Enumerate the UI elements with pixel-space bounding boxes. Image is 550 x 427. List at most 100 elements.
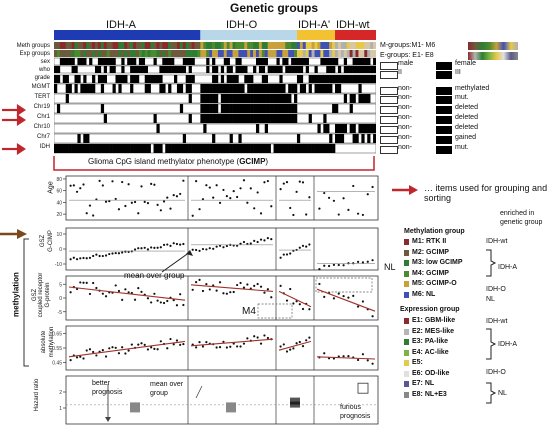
heatmap-cell — [179, 84, 184, 93]
exp-group-cell — [235, 50, 239, 57]
meth-group-cell — [373, 42, 376, 49]
heatmap-cell — [311, 75, 315, 83]
heatmap-cell — [147, 84, 151, 93]
ytick-label: 0.45 — [52, 361, 62, 367]
data-point — [292, 213, 295, 217]
heatmap-cell — [355, 58, 359, 65]
heatmap-cell — [138, 144, 143, 153]
heatmap-cell — [232, 104, 236, 113]
heatmap-cell — [188, 58, 192, 65]
data-point — [356, 260, 360, 263]
meth-group-cell — [106, 42, 110, 49]
heatmap-cell — [194, 144, 198, 153]
heatmap-cell — [352, 75, 356, 83]
data-point — [166, 347, 169, 350]
data-point — [289, 287, 292, 291]
data-point — [98, 179, 101, 182]
data-point — [347, 208, 350, 212]
heatmap-cell — [147, 144, 151, 153]
group-entry: E5: — [412, 359, 423, 366]
exp-group-cell — [285, 50, 289, 57]
data-point — [218, 346, 222, 349]
heatmap-cell — [247, 84, 251, 93]
trend-line — [278, 340, 312, 351]
exp-group-cell — [185, 50, 189, 57]
heatmap-cell — [212, 114, 216, 123]
heatmap-cell — [255, 94, 260, 103]
exp-group-cell — [364, 50, 368, 57]
legend-swatch-white — [380, 116, 398, 124]
heatmap-cell — [343, 75, 348, 83]
meth-group-cell — [150, 42, 154, 49]
ytick-label: 1 — [59, 406, 62, 412]
exp-group-cell — [59, 50, 64, 57]
heatmap-cell — [361, 75, 365, 83]
heatmap-cell — [291, 144, 295, 153]
meth-group-cell — [206, 42, 210, 49]
exp-group-cell — [62, 50, 67, 57]
e-groups-swatch — [468, 52, 518, 60]
note-arrow-icon — [392, 185, 418, 195]
heatmap-cell — [326, 58, 330, 65]
data-point — [114, 346, 117, 349]
heatmap-cell — [159, 75, 163, 83]
heatmap-cell — [373, 75, 376, 83]
row-label-tert: TERT — [34, 94, 50, 100]
heatmap-cell — [226, 75, 230, 83]
heatmap-cell — [217, 114, 222, 123]
data-point — [179, 293, 182, 296]
data-point — [117, 252, 121, 255]
data-point — [79, 187, 82, 190]
heatmap-cell — [253, 94, 257, 103]
legend-swatch-white — [380, 62, 398, 70]
heatmap-cell — [223, 94, 228, 103]
heatmap-cell — [215, 84, 219, 93]
nl-annotation: NL — [384, 262, 396, 272]
heatmap-cell — [100, 58, 105, 65]
data-point — [318, 282, 321, 286]
exp-group-cell — [358, 50, 362, 57]
heatmap-cell — [74, 84, 78, 93]
heatmap-cell — [291, 84, 295, 93]
row-label-chr1: Chr1 — [36, 114, 50, 120]
heatmap-cell — [305, 66, 309, 73]
group-entry-label: E7: NL — [412, 380, 435, 387]
heatmap-cell — [291, 58, 295, 65]
heatmap-cell — [200, 104, 204, 113]
meth-group-cell — [89, 42, 93, 49]
data-point — [159, 246, 162, 249]
meth-group-cell — [203, 42, 207, 49]
data-point — [191, 288, 194, 291]
meth-group-cell — [255, 42, 260, 49]
data-point — [347, 262, 350, 265]
meth-group-cell — [71, 42, 75, 49]
heatmap-cell — [168, 66, 172, 73]
heatmap-cell — [65, 58, 69, 65]
heatmap-cell — [235, 94, 239, 103]
meth-group-cell — [191, 42, 195, 49]
meth-group-cell — [314, 42, 318, 49]
exp-group-cell — [244, 50, 248, 57]
group-label-idh-ap: IDH-A' — [298, 19, 331, 31]
heatmap-cell — [241, 84, 245, 93]
heatmap-cell — [220, 84, 225, 93]
heatmap-cell — [86, 134, 90, 143]
exp-group-cell — [294, 50, 298, 57]
data-point — [156, 203, 159, 207]
meth-enriched-nl: NL — [486, 296, 495, 303]
heatmap-cell — [296, 75, 301, 83]
heatmap-cell — [232, 114, 236, 123]
meth-group-cell — [138, 42, 143, 49]
exp-group-cell — [255, 50, 260, 57]
heatmap-cell — [294, 144, 298, 153]
data-point — [356, 358, 360, 362]
data-point — [198, 278, 201, 281]
heatmap-cell — [226, 144, 230, 153]
data-point — [88, 204, 92, 207]
exp-group-cell — [209, 50, 213, 57]
heatmap-cell — [340, 124, 345, 133]
data-point — [85, 281, 88, 284]
heatmap-cell — [370, 75, 374, 83]
heatmap-cell — [226, 58, 230, 65]
data-point — [215, 346, 218, 349]
